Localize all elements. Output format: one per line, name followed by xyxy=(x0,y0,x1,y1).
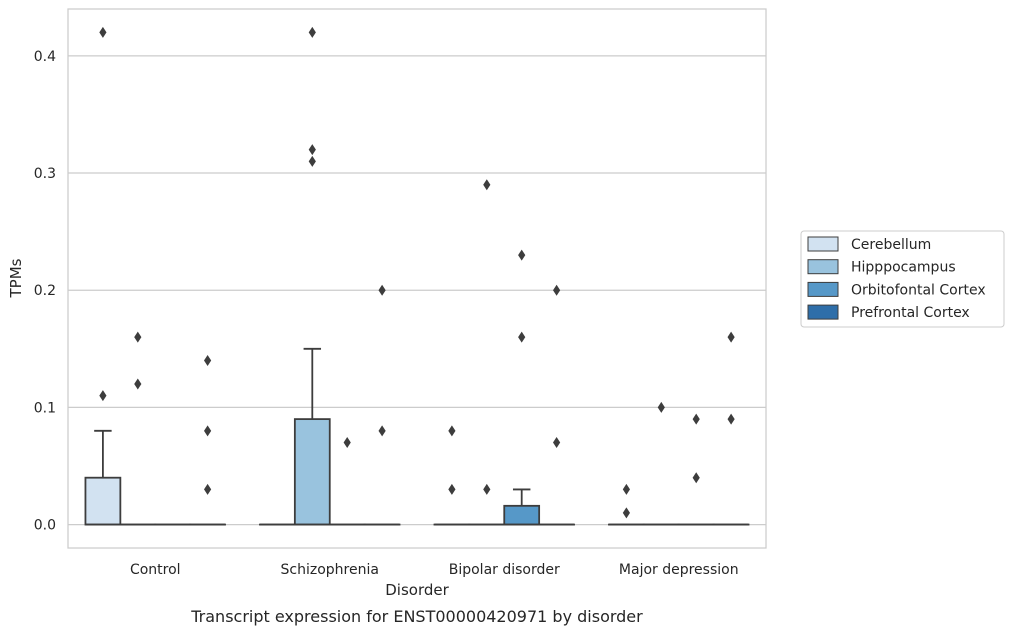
y-axis-label: TPMs xyxy=(7,258,25,298)
outlier-point xyxy=(553,284,561,296)
y-tick-label: 0.3 xyxy=(34,166,56,182)
outlier-point xyxy=(692,472,700,484)
outlier-point xyxy=(204,425,212,437)
outlier-point xyxy=(99,390,107,402)
box-body xyxy=(84,476,122,526)
box-3-2 xyxy=(677,413,715,526)
outlier-point xyxy=(204,355,212,367)
outlier-point xyxy=(727,331,735,343)
box-0-0 xyxy=(84,26,122,526)
y-tick-label: 0.2 xyxy=(34,283,56,299)
box-2-3 xyxy=(538,284,575,526)
box-1-1 xyxy=(293,26,331,526)
plot-frame xyxy=(67,8,767,549)
outlier-point xyxy=(483,179,491,191)
outlier-point xyxy=(204,483,212,495)
outlier-point xyxy=(99,26,107,38)
box-body xyxy=(503,504,541,526)
outlier-point xyxy=(343,437,351,449)
outlier-point xyxy=(692,413,700,425)
outlier-point xyxy=(622,483,630,495)
legend: Cerebellum Hipppocampus Orbitofontal Corte… xyxy=(800,230,1005,328)
legend-label: Prefrontal Cortex xyxy=(851,305,970,321)
x-tick-label: Bipolar disorder xyxy=(449,562,560,578)
box-1-3 xyxy=(363,284,401,526)
y-tick-label: 0.1 xyxy=(34,400,56,416)
outlier-point xyxy=(727,413,735,425)
legend-label: Orbitofontal Cortex xyxy=(851,282,986,298)
outlier-point xyxy=(553,437,561,449)
outlier-point xyxy=(308,155,316,167)
x-tick-label: Major depression xyxy=(619,562,739,578)
outlier-point xyxy=(308,144,316,156)
y-tick-label: 0.0 xyxy=(34,518,56,534)
plot-background xyxy=(68,9,766,548)
y-tick-label: 0.4 xyxy=(34,49,56,65)
box-2-2 xyxy=(503,249,541,526)
chart-caption: Transcript expression for ENST0000042097… xyxy=(190,607,643,626)
outlier-point xyxy=(448,425,456,437)
outlier-point xyxy=(134,378,142,390)
legend-swatch xyxy=(807,236,839,252)
box-body xyxy=(293,418,331,526)
outlier-point xyxy=(378,284,386,296)
outlier-point xyxy=(134,331,142,343)
legend-swatch xyxy=(807,259,839,275)
legend-frame xyxy=(800,230,1005,328)
outlier-point xyxy=(622,507,630,519)
outlier-point xyxy=(657,401,665,413)
outlier-point xyxy=(518,331,526,343)
outlier-point xyxy=(518,249,526,261)
outlier-point xyxy=(308,26,316,38)
outlier-point xyxy=(448,483,456,495)
x-tick-label: Schizophrenia xyxy=(281,562,379,578)
legend-swatch xyxy=(807,281,839,297)
legend-swatch xyxy=(807,304,839,320)
boxes-layer xyxy=(84,26,750,526)
box-0-3 xyxy=(189,355,226,526)
x-axis-ticks: Control Schizophrenia Bipolar disorder Majo… xyxy=(130,562,739,578)
x-tick-label: Control xyxy=(130,562,181,578)
box-2-1 xyxy=(468,179,506,526)
legend-label: Hipppocampus xyxy=(851,260,956,276)
x-axis-label: Disorder xyxy=(385,581,449,599)
outlier-point xyxy=(483,483,491,495)
box-3-3 xyxy=(712,331,750,526)
y-axis-ticks: 0.0 0.1 0.2 0.3 0.4 xyxy=(34,49,56,534)
legend-label: Cerebellum xyxy=(851,237,931,253)
outlier-point xyxy=(378,425,386,437)
